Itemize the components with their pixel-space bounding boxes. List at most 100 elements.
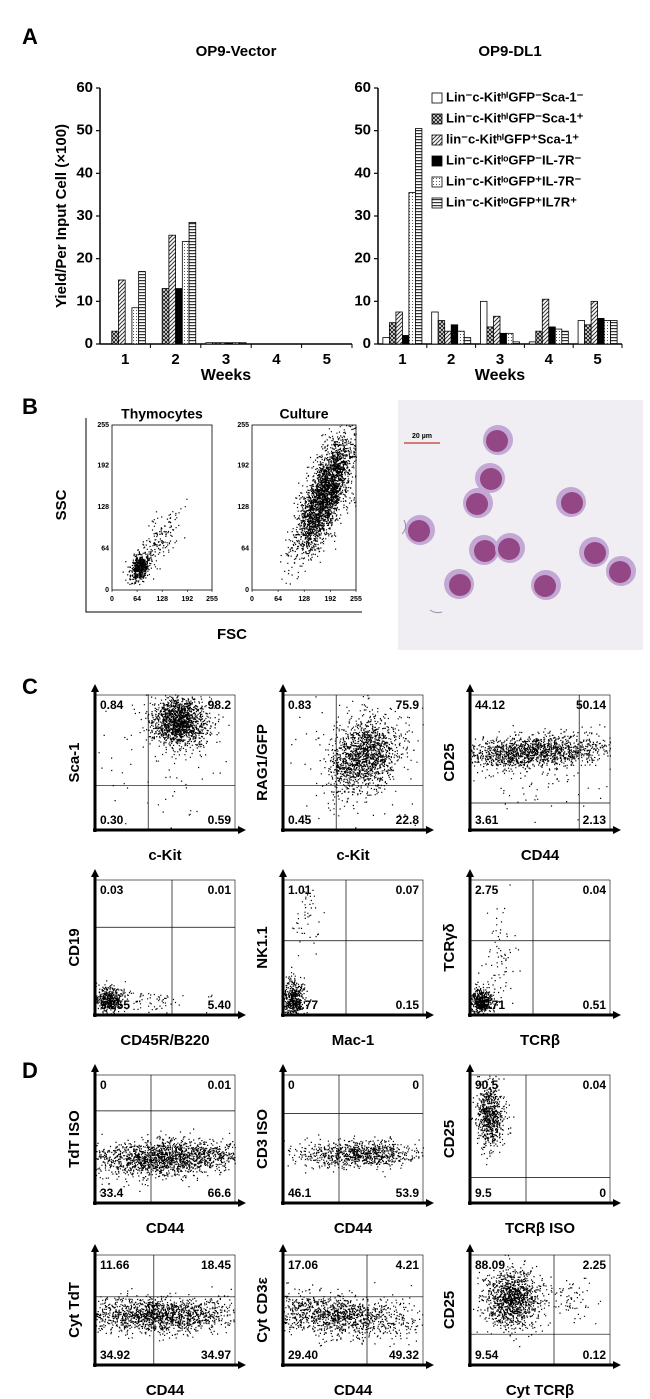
x-tick-label: 255 (206, 596, 218, 603)
bar (528, 341, 537, 345)
x-axis-label: FSC (217, 626, 247, 643)
quadrant-value: 66.6 (208, 1186, 232, 1200)
bar (431, 311, 439, 345)
bar (463, 337, 472, 345)
bar (499, 332, 507, 345)
quadrant-value: 49.32 (389, 1348, 419, 1362)
y-tick-label: 20 (76, 250, 93, 267)
y-axis-label: Sca-1 (66, 742, 83, 782)
bar (205, 342, 213, 345)
bar (610, 320, 618, 345)
quadrant-value: 0 (100, 1078, 107, 1092)
cell-nucleus (561, 492, 583, 514)
y-axis-label: CD25 (441, 1120, 458, 1158)
x-axis-label: CD44 (334, 1382, 373, 1399)
x-tick-label: 255 (350, 596, 362, 603)
quadrant-value: 2.75 (475, 883, 499, 897)
legend-swatch (431, 92, 443, 104)
y-tick-label: 0 (363, 335, 371, 352)
legend-swatch (431, 113, 443, 125)
micrograph (398, 400, 643, 650)
y-tick-label: 40 (76, 164, 93, 181)
bar (388, 322, 397, 345)
x-axis-label: c-Kit (148, 847, 181, 864)
bar (175, 288, 183, 345)
quadrant-value: 0.30 (100, 813, 124, 827)
bar (437, 320, 446, 345)
legend-label: Lin⁻c-KitˡᵒGFP⁺IL7R⁺ (446, 194, 577, 209)
y-tick-label: 128 (237, 504, 249, 511)
x-axis-label: Weeks (201, 367, 252, 384)
bar (541, 298, 550, 345)
bar (161, 288, 170, 345)
panel-label: A (22, 24, 38, 49)
legend-label: Lin⁻c-KitˡᵒGFP⁺IL-7R⁻ (446, 173, 581, 188)
plot-frame (282, 694, 424, 831)
y-tick-label: 192 (237, 463, 249, 470)
plot-frame (469, 1254, 611, 1366)
cell-nucleus (486, 430, 508, 452)
x-tick-label: 0 (110, 596, 114, 603)
cell-nucleus (534, 575, 556, 597)
y-axis-label: RAG1/GFP (254, 724, 271, 801)
bar (561, 330, 569, 345)
cell-nucleus (466, 493, 488, 515)
quadrant-value: 0.84 (100, 698, 124, 712)
y-axis-label: TdT ISO (66, 1110, 83, 1168)
x-axis-label: CD44 (146, 1220, 185, 1237)
quadrant-value: 0.01 (208, 883, 232, 897)
quadrant-value: 0.83 (288, 698, 312, 712)
x-tick-label: 128 (298, 596, 310, 603)
bar (590, 300, 598, 345)
bar (535, 330, 543, 345)
quadrant-value: 0.51 (583, 998, 607, 1012)
event-dots (471, 1075, 515, 1166)
x-tick-label: 5 (323, 351, 331, 368)
bar (168, 234, 177, 345)
x-tick-label: 64 (133, 596, 141, 603)
legend-swatch (431, 197, 443, 209)
event-dots (283, 1282, 424, 1348)
x-tick-label: 1 (121, 351, 129, 368)
x-axis-label: TCRβ (520, 1032, 560, 1049)
x-tick-label: 5 (593, 351, 601, 368)
y-axis-label: CD25 (441, 743, 458, 781)
y-tick-label: 0 (85, 335, 93, 352)
cell-nucleus (480, 468, 502, 490)
bar (225, 342, 234, 345)
quadrant-value: 4.21 (396, 1258, 420, 1272)
y-tick-label: 255 (97, 422, 109, 429)
y-axis-label: CD3 ISO (254, 1109, 271, 1169)
event-dots (122, 498, 188, 586)
quadrant-value: 0 (412, 1078, 419, 1092)
y-tick-label: 30 (354, 207, 371, 224)
legend-label: Lin⁻c-KitʰⁱGFP⁻Sca-1⁺ (446, 110, 584, 125)
legend-swatch (431, 134, 443, 146)
y-tick-label: 128 (97, 504, 109, 511)
bar (239, 342, 247, 345)
event-dots (95, 980, 222, 1016)
y-tick-label: 60 (354, 79, 371, 96)
cell-nucleus (584, 542, 606, 564)
quadrant-value: 34.97 (201, 1348, 231, 1362)
plot-frame (94, 694, 236, 831)
quadrant-value: 53.9 (396, 1186, 420, 1200)
bar (218, 342, 227, 345)
y-tick-label: 50 (354, 122, 371, 139)
quadrant-value: 11.66 (100, 1258, 130, 1272)
y-tick-label: 50 (76, 122, 93, 139)
quadrant-value: 0.01 (208, 1078, 232, 1092)
y-tick-label: 10 (354, 292, 371, 309)
bar (415, 128, 423, 345)
bar (577, 320, 585, 345)
event-dots (95, 1128, 236, 1193)
event-dots (470, 724, 612, 823)
x-tick-label: 3 (496, 351, 504, 368)
cell-nucleus (498, 538, 520, 560)
quadrant-value: 88.09 (475, 1258, 505, 1272)
event-dots (283, 695, 424, 829)
legend-swatch (431, 155, 443, 167)
bar (512, 341, 520, 345)
legend-label: Lin⁻c-KitʰⁱGFP⁻Sca-1⁻ (446, 89, 584, 104)
y-tick-label: 0 (105, 587, 109, 594)
